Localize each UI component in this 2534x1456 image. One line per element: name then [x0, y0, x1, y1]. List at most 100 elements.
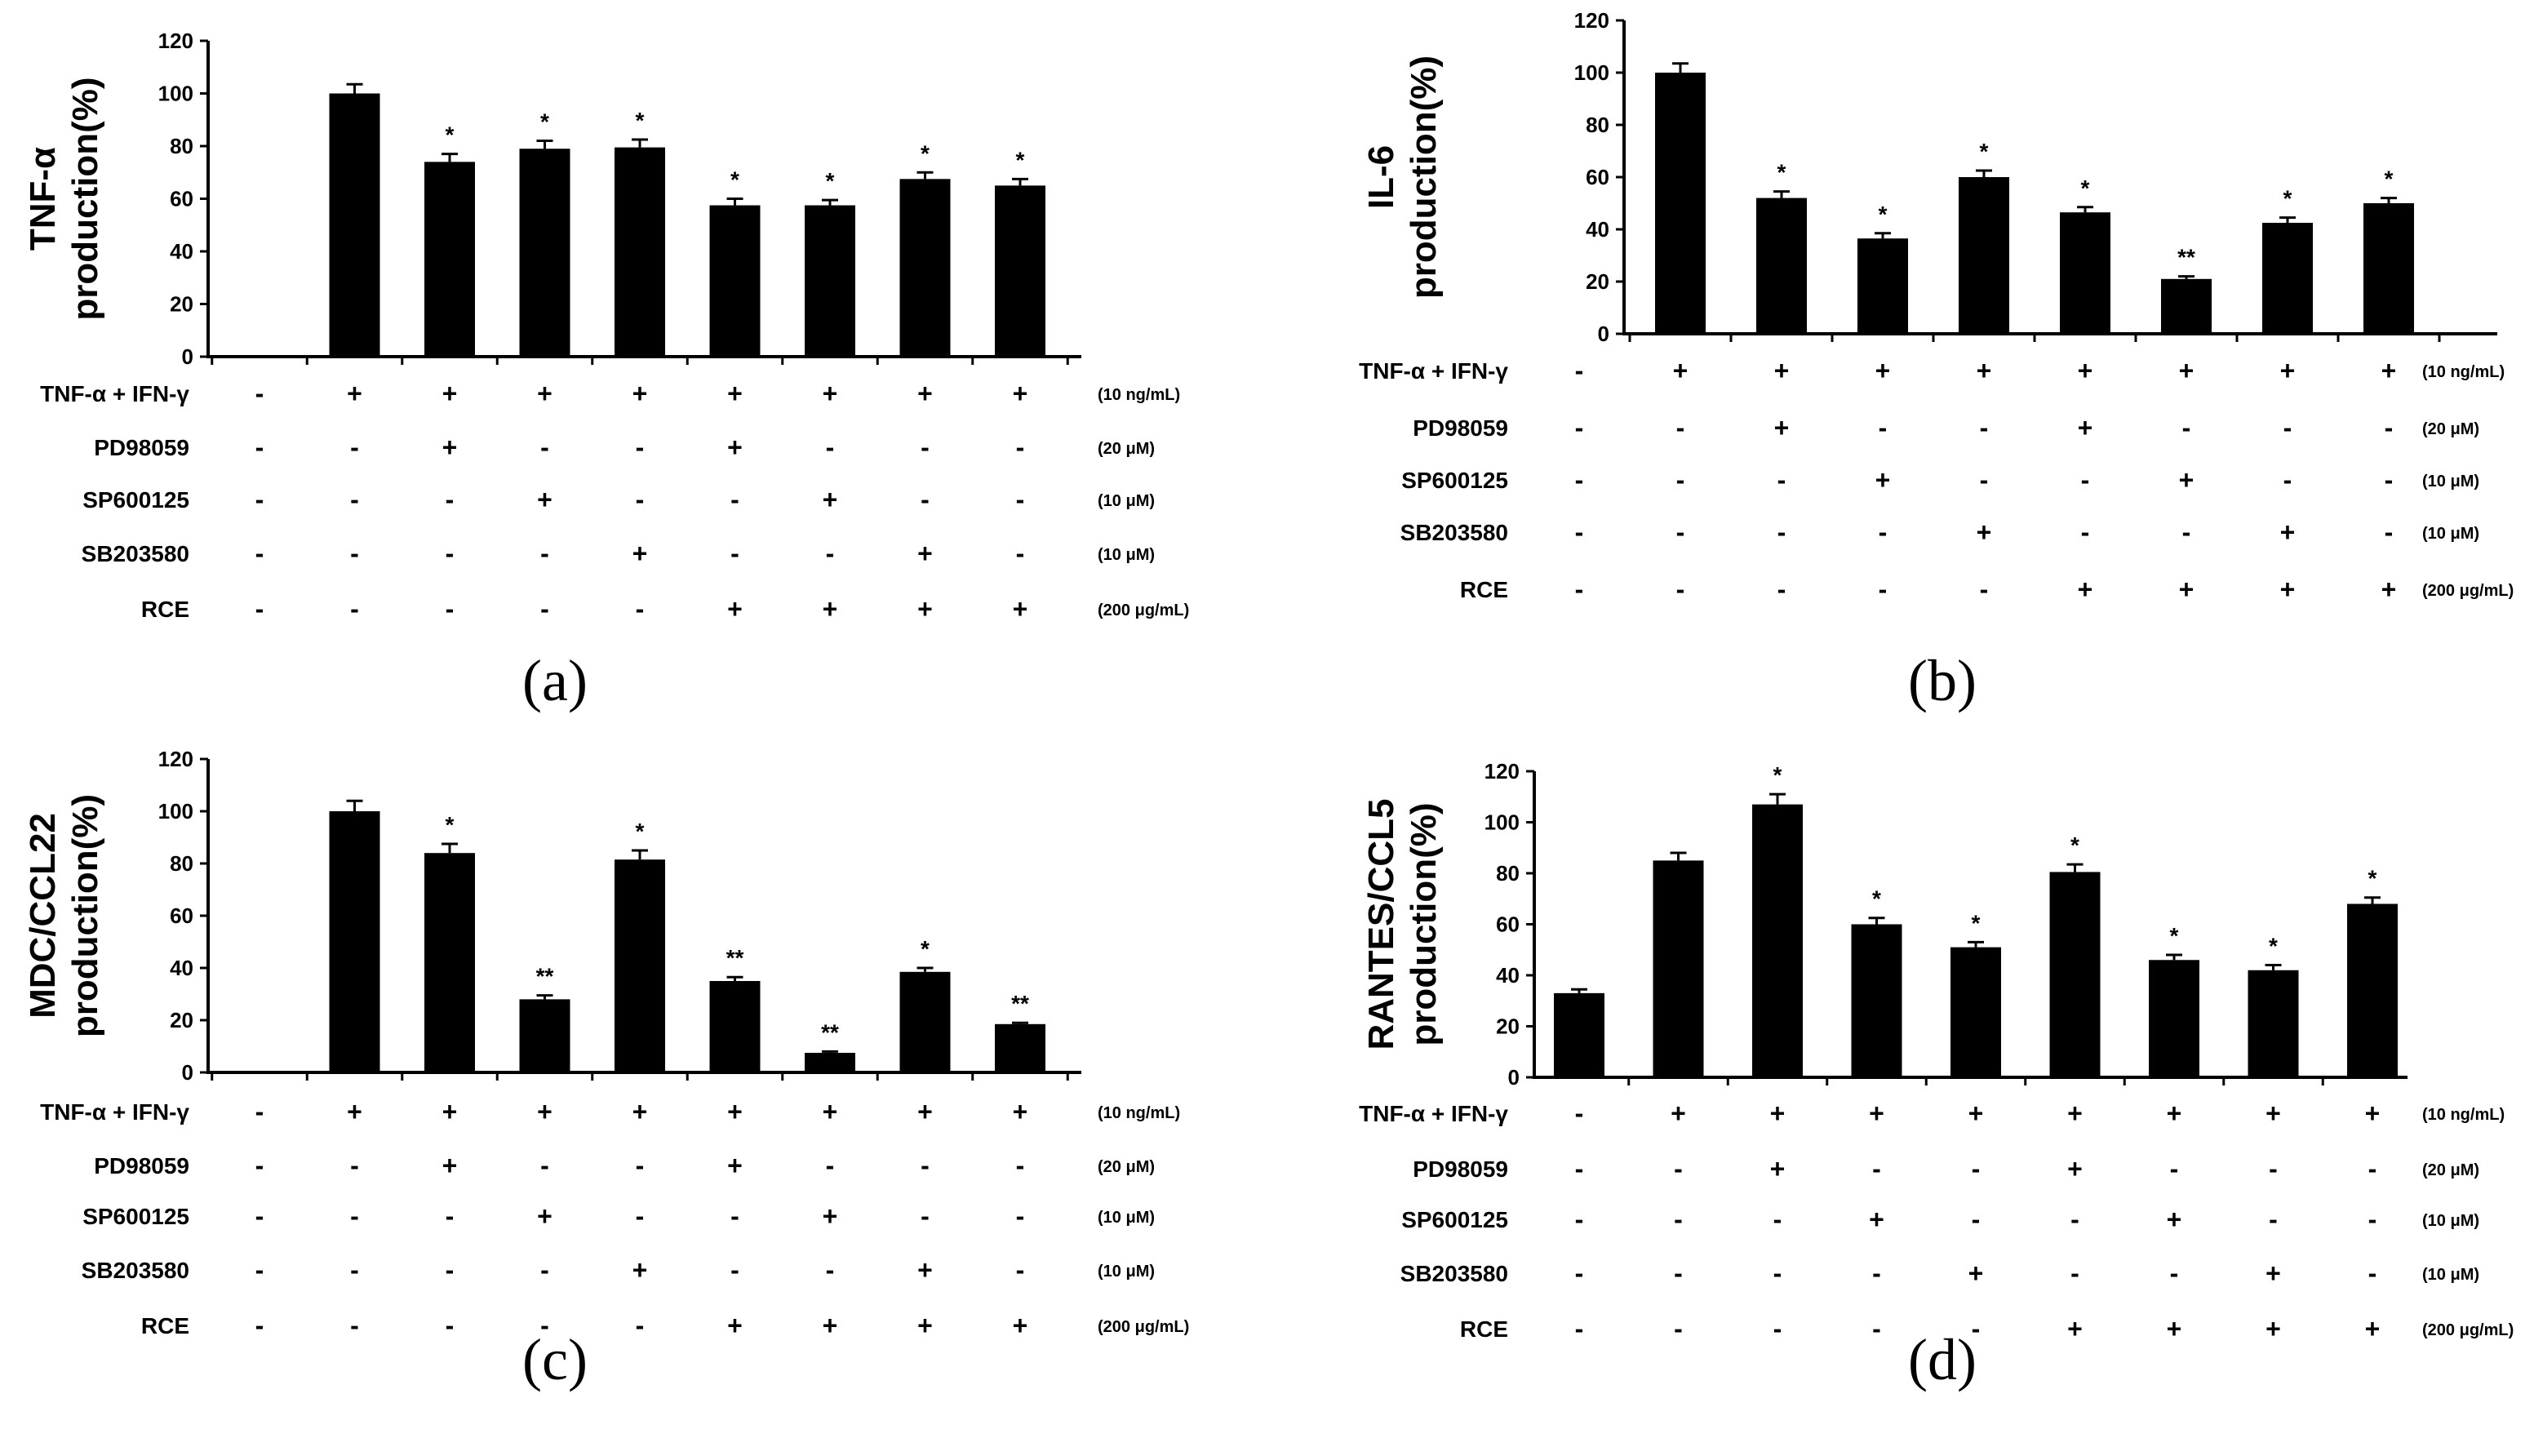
y-tick-label: 80: [170, 851, 193, 876]
bar: [805, 1053, 855, 1072]
condition-sign: +: [1977, 517, 1992, 547]
y-tick-label: 60: [170, 903, 193, 928]
significance-mark: **: [536, 964, 554, 989]
condition-sign: -: [255, 539, 264, 568]
condition-sign: -: [1980, 413, 1989, 442]
condition-sign: +: [917, 379, 933, 408]
condition-label: SB203580: [1400, 1261, 1508, 1286]
condition-sign: -: [636, 1151, 645, 1180]
significance-mark: **: [726, 945, 744, 970]
condition-sign: -: [540, 433, 549, 462]
significance-mark: *: [921, 936, 930, 961]
condition-sign: +: [823, 1311, 838, 1340]
condition-sign: -: [2385, 517, 2394, 547]
significance-mark: **: [821, 1019, 839, 1045]
y-axis-label-line-2: production(%): [65, 77, 105, 320]
significance-mark: *: [540, 109, 549, 135]
y-tick-label: 120: [1574, 8, 1609, 33]
condition-sign: +: [442, 379, 458, 408]
condition-concentration: (20 μM): [1098, 1158, 1155, 1176]
condition-sign: -: [921, 433, 930, 462]
significance-mark: *: [826, 168, 835, 193]
y-tick-label: 0: [182, 344, 193, 369]
condition-sign: -: [1016, 1151, 1025, 1180]
condition-sign: +: [2078, 575, 2093, 604]
condition-sign: +: [347, 379, 362, 408]
condition-sign: +: [917, 1255, 933, 1285]
significance-mark: *: [2269, 934, 2278, 959]
significance-mark: *: [1972, 910, 1981, 935]
condition-sign: -: [730, 1201, 739, 1231]
condition-sign: +: [1875, 465, 1891, 495]
condition-sign: -: [446, 485, 455, 514]
condition-sign: +: [2381, 356, 2397, 385]
y-tick-label: 40: [170, 239, 193, 264]
condition-sign: +: [1770, 1099, 1786, 1128]
y-tick-label: 100: [1484, 810, 1520, 835]
bar: [519, 999, 570, 1072]
bar: [2262, 223, 2313, 334]
condition-sign: +: [2167, 1205, 2182, 1234]
condition-sign: -: [1575, 1258, 1584, 1288]
significance-mark: *: [636, 108, 645, 133]
significance-mark: *: [1016, 147, 1025, 172]
condition-sign: +: [632, 1255, 648, 1285]
condition-sign: +: [2167, 1099, 2182, 1128]
condition-sign: -: [350, 1201, 359, 1231]
condition-concentration: (10 μM): [1098, 1209, 1155, 1227]
condition-sign: -: [446, 1201, 455, 1231]
panel-d: 0 20 40 60 80 100 120 RANTES/CCL5 production(%) *…: [1359, 759, 2514, 1392]
condition-sign: -: [2269, 1205, 2278, 1234]
y-tick-label: 40: [170, 956, 193, 980]
condition-sign: -: [1872, 1154, 1881, 1183]
significance-mark: *: [2081, 175, 2090, 201]
condition-label: RCE: [1460, 1316, 1508, 1342]
condition-sign: -: [2368, 1258, 2377, 1288]
condition-sign: -: [826, 539, 835, 568]
condition-sign: +: [2266, 1258, 2281, 1288]
condition-sign: -: [1980, 465, 1989, 495]
condition-sign: +: [2266, 1314, 2281, 1343]
bar: [709, 205, 761, 357]
condition-sign: -: [636, 594, 645, 624]
condition-sign: +: [1774, 356, 1790, 385]
condition-sign: -: [1674, 1154, 1683, 1183]
condition-sign: -: [2182, 413, 2191, 442]
condition-sign: -: [2368, 1154, 2377, 1183]
condition-sign: -: [730, 539, 739, 568]
condition-sign: -: [636, 1311, 645, 1340]
significance-mark: *: [446, 122, 455, 148]
condition-concentration: (10 μM): [2422, 1212, 2479, 1230]
condition-sign: -: [540, 1151, 549, 1180]
condition-sign: +: [2167, 1314, 2182, 1343]
condition-sign: +: [1774, 413, 1790, 442]
bar: [1756, 198, 1807, 334]
condition-concentration: (10 ng/mL): [1098, 1104, 1180, 1122]
condition-concentration: (10 μM): [2422, 473, 2479, 491]
condition-sign: -: [1777, 575, 1786, 604]
y-tick-label: 40: [1496, 963, 1520, 988]
condition-label: SP600125: [1401, 1207, 1508, 1232]
condition-sign: -: [2170, 1154, 2179, 1183]
y-tick-label: 40: [1586, 217, 1609, 242]
condition-sign: -: [255, 485, 264, 514]
significance-mark: *: [730, 167, 739, 193]
condition-sign: +: [1875, 356, 1891, 385]
panel-label: (d): [1908, 1327, 1977, 1392]
condition-sign: +: [1770, 1154, 1786, 1183]
condition-concentration: (10 ng/mL): [2422, 1106, 2505, 1124]
condition-concentration: (10 ng/mL): [2422, 363, 2505, 381]
significance-mark: *: [2368, 866, 2377, 891]
condition-sign: +: [2067, 1154, 2083, 1183]
condition-sign: -: [921, 1201, 930, 1231]
condition-sign: +: [347, 1097, 362, 1126]
condition-label: PD98059: [1413, 1156, 1508, 1182]
condition-sign: -: [255, 594, 264, 624]
condition-sign: -: [1972, 1314, 1981, 1343]
bar: [995, 1023, 1045, 1072]
condition-sign: -: [2385, 413, 2394, 442]
condition-sign: +: [2280, 356, 2296, 385]
condition-sign: +: [727, 379, 743, 408]
condition-sign: +: [1013, 379, 1028, 408]
